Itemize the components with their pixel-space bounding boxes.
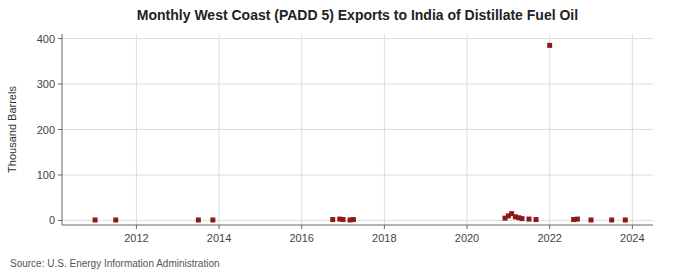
point bbox=[575, 217, 580, 222]
point bbox=[210, 217, 215, 222]
point bbox=[589, 217, 594, 222]
tick-label: 2012 bbox=[124, 232, 148, 244]
grid-line bbox=[632, 34, 633, 225]
grid-line bbox=[62, 38, 653, 39]
point bbox=[547, 43, 552, 48]
tick-mark bbox=[549, 225, 550, 229]
point bbox=[609, 217, 614, 222]
tick-label: 100 bbox=[37, 169, 55, 181]
tick-mark bbox=[58, 174, 62, 175]
grid-line bbox=[62, 129, 653, 130]
grid-line bbox=[301, 34, 302, 225]
x-axis-line bbox=[62, 225, 653, 226]
point bbox=[341, 217, 346, 222]
tick-mark bbox=[58, 84, 62, 85]
tick-label: 2020 bbox=[455, 232, 479, 244]
tick-label: 2016 bbox=[289, 232, 313, 244]
tick-mark bbox=[136, 225, 137, 229]
tick-label: 2014 bbox=[207, 232, 231, 244]
tick-mark bbox=[301, 225, 302, 229]
grid-line bbox=[467, 34, 468, 225]
plot-area bbox=[62, 34, 653, 225]
chart: 0 100 200 300 400 2012 2014 2016 2018 2020 2022 202… bbox=[0, 0, 675, 275]
point bbox=[527, 217, 532, 222]
source-note: Source: U.S. Energy Information Administ… bbox=[10, 258, 220, 269]
point bbox=[330, 217, 335, 222]
tick-mark bbox=[58, 38, 62, 39]
tick-mark bbox=[58, 220, 62, 221]
grid-line bbox=[62, 84, 653, 85]
tick-label: 0 bbox=[49, 214, 55, 226]
tick-label: 300 bbox=[37, 78, 55, 90]
point bbox=[519, 216, 524, 221]
point bbox=[196, 217, 201, 222]
y-axis-line bbox=[62, 34, 63, 225]
tick-mark bbox=[219, 225, 220, 229]
grid-line bbox=[384, 34, 385, 225]
grid-line bbox=[62, 174, 653, 175]
title: Monthly West Coast (PADD 5) Exports to I… bbox=[137, 7, 578, 23]
grid-line bbox=[136, 34, 137, 225]
point bbox=[534, 217, 539, 222]
tick-mark bbox=[467, 225, 468, 229]
tick-label: 2018 bbox=[372, 232, 396, 244]
tick-mark bbox=[58, 129, 62, 130]
point bbox=[93, 217, 98, 222]
tick-label: 200 bbox=[37, 124, 55, 136]
y-axis-label: Thousand Barrels bbox=[6, 86, 18, 173]
tick-label: 2024 bbox=[620, 232, 644, 244]
tick-mark bbox=[632, 225, 633, 229]
grid bbox=[62, 34, 653, 225]
point bbox=[113, 217, 118, 222]
grid-line bbox=[549, 34, 550, 225]
tick-label: 2022 bbox=[537, 232, 561, 244]
grid-line bbox=[219, 34, 220, 225]
point bbox=[623, 217, 628, 222]
points bbox=[93, 43, 628, 223]
grid-line bbox=[62, 220, 653, 221]
tick-label: 400 bbox=[37, 33, 55, 45]
point bbox=[351, 217, 356, 222]
tick-mark bbox=[384, 225, 385, 229]
